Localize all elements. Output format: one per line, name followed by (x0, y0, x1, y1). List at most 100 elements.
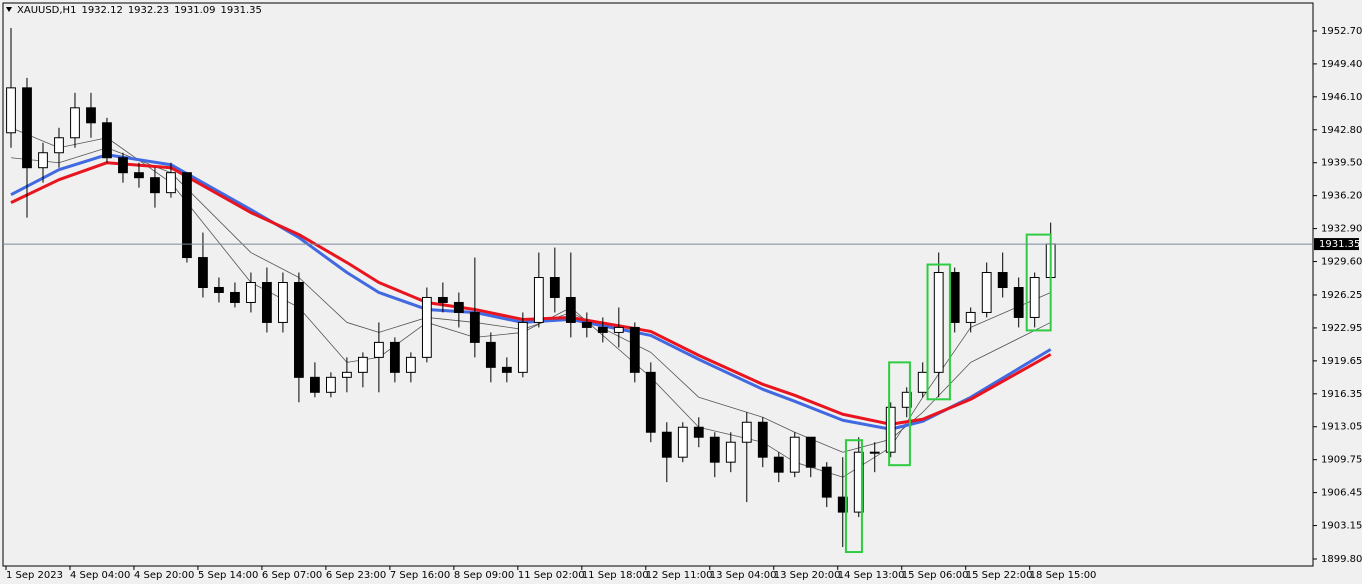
candle-body (933, 272, 944, 373)
candle-body (949, 272, 960, 323)
candle-body (182, 172, 192, 259)
candle-body (485, 341, 496, 368)
y-tick-label: 1906.45 (1321, 488, 1362, 499)
candle-body (134, 172, 144, 179)
quote-value: 1932.12 (81, 5, 122, 16)
candle-body (565, 296, 576, 323)
candle-body (773, 456, 784, 473)
x-tick-label: 4 Sep 04:00 (70, 570, 130, 581)
x-tick-label: 11 Sep 02:00 (518, 570, 585, 581)
y-tick-label: 1916.35 (1321, 389, 1362, 400)
candle-body (102, 122, 112, 159)
x-tick-label: 11 Sep 18:00 (582, 570, 649, 581)
y-tick-label: 1929.60 (1321, 257, 1362, 268)
y-tick-label: 1909.75 (1321, 455, 1362, 466)
candle-body (885, 406, 896, 453)
candle-body (725, 441, 736, 463)
y-tick-label: 1903.15 (1321, 521, 1362, 532)
candle-body (214, 286, 224, 293)
candle-body (22, 87, 32, 169)
candle-body (1029, 277, 1040, 318)
plot-frame (2, 2, 1314, 567)
y-tick-label: 1952.70 (1321, 26, 1362, 37)
candle-body (294, 282, 304, 378)
candle-body (901, 391, 912, 408)
candle-body (837, 496, 848, 513)
y-tick-label: 1936.20 (1321, 191, 1362, 202)
highlight-box (888, 361, 911, 467)
candle-body (373, 341, 384, 358)
candle-body (6, 87, 16, 134)
x-tick-label: 8 Sep 09:00 (454, 570, 514, 581)
y-tick-label: 1946.10 (1321, 92, 1362, 103)
candle-body (517, 321, 528, 373)
candle-body (645, 371, 656, 433)
candle-body (709, 436, 720, 463)
candle-body (597, 326, 608, 333)
y-tick-label: 1932.90 (1321, 224, 1362, 235)
y-tick-label: 1939.50 (1321, 158, 1362, 169)
candle-body (230, 291, 240, 303)
candle-body (581, 321, 592, 328)
x-tick-label: 5 Sep 14:00 (198, 570, 258, 581)
candle-body (677, 426, 688, 458)
candle-body (853, 451, 864, 513)
y-tick-label: 1922.95 (1321, 323, 1362, 334)
y-tick-label: 1926.25 (1321, 290, 1362, 301)
menu-arrow[interactable] (6, 7, 12, 12)
candle-body (166, 172, 176, 194)
quote-value: 1931.09 (174, 5, 215, 16)
price-label: 1931.35 (1319, 239, 1360, 250)
x-tick-label: 6 Sep 07:00 (262, 570, 322, 581)
x-tick-label: 13 Sep 20:00 (774, 570, 841, 581)
x-tick-label: 6 Sep 23:00 (326, 570, 386, 581)
y-tick-label: 1919.65 (1321, 356, 1362, 367)
x-tick-label: 1 Sep 2023 (6, 570, 63, 581)
candle-body (693, 426, 704, 438)
candle-body (613, 326, 624, 333)
candle-body (54, 137, 64, 154)
candle-body (533, 277, 544, 323)
candle-body (869, 451, 880, 454)
candle-body (757, 421, 768, 458)
price-label-bg (1314, 238, 1359, 251)
highlight-box (844, 439, 863, 554)
x-tick-label: 18 Sep 15:00 (1030, 570, 1097, 581)
x-tick-label: 14 Sep 13:00 (838, 570, 905, 581)
candle-body (629, 326, 640, 373)
candle-body (310, 376, 320, 393)
y-tick-label: 1942.80 (1321, 125, 1362, 136)
candle-body (246, 282, 256, 303)
candle-body (326, 376, 336, 393)
highlight-box (926, 263, 951, 401)
y-tick-label: 1899.80 (1321, 554, 1362, 565)
candle-body (453, 301, 464, 313)
candle-body (789, 436, 800, 473)
candle-body (278, 282, 288, 323)
candle-body (821, 466, 832, 498)
quote-value: 1932.23 (128, 5, 169, 16)
candle-body (965, 311, 976, 323)
candle-body (341, 371, 352, 378)
candle-body (118, 157, 128, 174)
candle-body (469, 311, 480, 343)
y-tick-label: 1913.05 (1321, 422, 1362, 433)
candle-body (262, 282, 272, 323)
x-tick-label: 15 Sep 22:00 (966, 570, 1033, 581)
candle-body (405, 356, 416, 373)
candle-body (86, 107, 96, 124)
candle-body (437, 296, 448, 303)
x-tick-label: 15 Sep 06:00 (902, 570, 969, 581)
candle-body (389, 341, 400, 373)
candle-body (70, 107, 80, 139)
x-tick-label: 12 Sep 11:00 (646, 570, 713, 581)
candle-body (357, 356, 368, 373)
x-tick-label: 4 Sep 20:00 (134, 570, 194, 581)
y-tick-label: 1949.40 (1321, 59, 1362, 70)
symbol: XAUUSD,H1 (17, 5, 76, 16)
header: XAUUSD,H1 1932.12 1932.23 1931.09 1931.35 (17, 5, 262, 16)
candle-body (501, 366, 512, 373)
candle-body (805, 436, 816, 468)
